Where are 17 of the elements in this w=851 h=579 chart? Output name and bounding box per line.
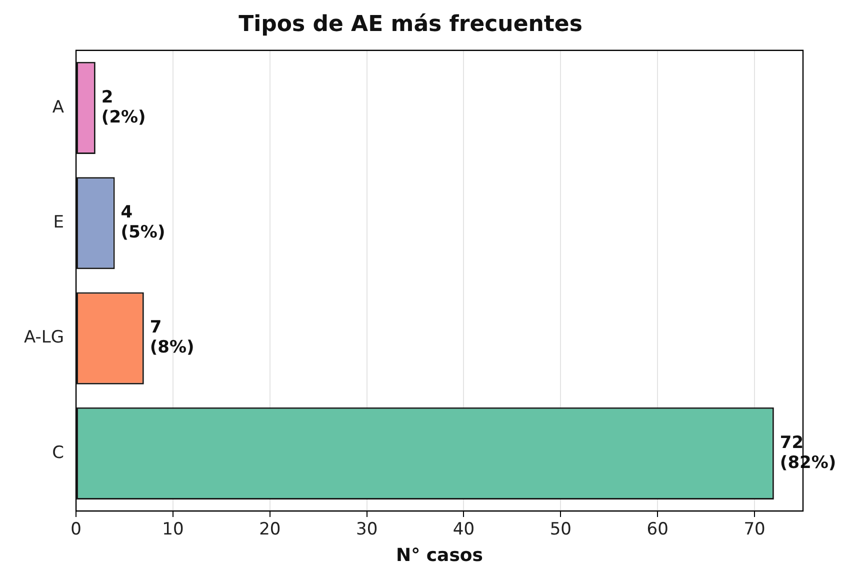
x-tick-label: 40 (452, 520, 475, 540)
x-tick-label: 10 (162, 520, 184, 540)
x-tick-label: 0 (70, 520, 82, 540)
chart-title: Tipos de AE más frecuentes (238, 12, 582, 37)
y-tick-label: C (52, 442, 64, 463)
data-label: 2 (2%) (101, 87, 146, 128)
data-label: 4 (5%) (120, 202, 166, 243)
y-tick-label: A (52, 97, 64, 118)
x-tick-label: 70 (744, 520, 766, 540)
x-tick-label: 30 (356, 520, 378, 540)
x-tick-label: 20 (259, 520, 281, 540)
y-tick-label: A-LG (24, 328, 64, 348)
x-tick-label: 60 (646, 520, 668, 540)
y-tick-label: E (53, 212, 64, 233)
x-tick-label: 50 (550, 520, 572, 540)
data-label: 7 (8%) (150, 318, 194, 358)
x-axis-title: N° casos (396, 544, 483, 566)
